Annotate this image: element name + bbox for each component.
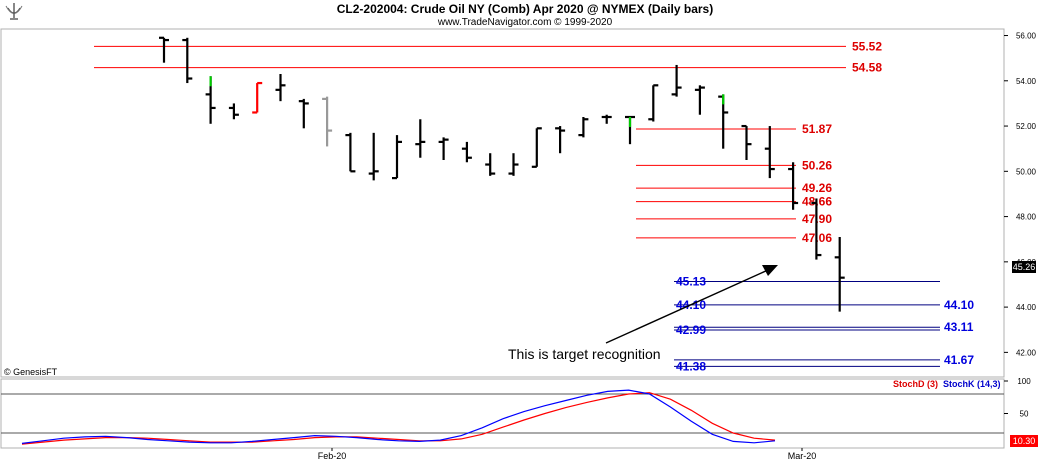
ohlc-bar — [718, 94, 729, 149]
time-tick-label: Feb-20 — [318, 451, 347, 461]
ohlc-bar — [345, 132, 356, 173]
ohlc-bar — [182, 37, 193, 84]
price-tick-label: 48.00 — [1016, 213, 1037, 222]
price-tick-label: 44.00 — [1016, 303, 1037, 312]
resistance-label: 51.87 — [802, 122, 832, 136]
price-panel-frame — [0, 28, 1005, 378]
ohlc-bar — [694, 85, 705, 115]
stochk-series-line — [21, 389, 776, 444]
ohlc-bar — [392, 135, 402, 180]
ohlc-bar — [764, 126, 775, 179]
target-levels: 55.5254.5851.8750.2649.2648.6647.9047.06… — [94, 39, 974, 373]
ohlc-bar — [578, 117, 589, 138]
time-axis: Feb-20 Mar-20 — [318, 451, 817, 461]
ohlc-bar — [275, 74, 286, 102]
ohlc-bar — [485, 153, 496, 176]
resistance-label: 50.26 — [802, 158, 832, 172]
price-bars — [159, 36, 845, 312]
oscillator-value-label: 10.30 — [1013, 436, 1036, 446]
support-label-right: 41.67 — [944, 353, 974, 367]
ohlc-bar — [648, 84, 659, 122]
support-label: 45.13 — [676, 275, 706, 289]
price-tick-label: 56.00 — [1016, 32, 1037, 41]
ohlc-bar — [508, 153, 519, 176]
price-tick-label: 54.00 — [1016, 77, 1037, 86]
ohlc-bar — [811, 198, 822, 260]
current-price-label: 45.26 — [1013, 262, 1036, 272]
annotation-text: This is target recognition — [508, 346, 661, 362]
price-tick-label: 50.00 — [1016, 167, 1037, 176]
support-label-right: 43.11 — [944, 320, 974, 334]
ohlc-bar — [671, 64, 682, 97]
ohlc-bar — [625, 115, 635, 145]
ohlc-bar — [741, 124, 752, 160]
ohlc-bar — [322, 96, 333, 147]
support-label-right: 44.10 — [944, 298, 974, 312]
candelabra-icon — [5, 3, 23, 20]
oscillator-tick-label: 100 — [1017, 377, 1031, 386]
ohlc-bar — [788, 162, 799, 210]
oscillator-panel-frame — [0, 378, 1005, 449]
ohlc-bar — [834, 236, 845, 312]
chart-subtitle: www.TradeNavigator.com © 1999-2020 — [437, 17, 613, 28]
stochd-legend: StochD (3) — [893, 379, 938, 389]
annotation: This is target recognition — [508, 265, 778, 362]
ohlc-bar — [555, 126, 566, 154]
price-tick-label: 52.00 — [1016, 122, 1037, 131]
ohlc-bar — [368, 132, 379, 181]
chart-title: CL2-202004: Crude Oil NY (Comb) Apr 2020… — [337, 2, 713, 16]
annotation-arrow-head — [762, 265, 778, 276]
ohlc-bar — [228, 103, 239, 120]
ohlc-bar — [298, 98, 309, 129]
resistance-label: 49.26 — [802, 181, 832, 195]
ohlc-bar — [159, 36, 169, 63]
current-price-tag: 45.26 — [1012, 261, 1036, 273]
oscillator-tick-label: 50 — [1020, 410, 1029, 419]
resistance-label: 54.58 — [852, 61, 882, 75]
ohlc-bar — [415, 119, 426, 158]
price-tick-label: 42.00 — [1016, 348, 1037, 357]
resistance-label: 55.52 — [852, 39, 882, 53]
ohlc-bar — [531, 127, 542, 168]
time-tick-label: Mar-20 — [788, 451, 817, 461]
support-label: 41.38 — [676, 359, 706, 373]
time-axis-ticks — [331, 448, 803, 451]
logo — [5, 3, 23, 20]
ohlc-bar — [461, 141, 472, 163]
watermark: © GenesisFT — [4, 367, 58, 377]
ohlc-bar — [601, 114, 612, 124]
ohlc-bar — [205, 76, 216, 124]
oscillator-value-tag: 10.30 — [1010, 435, 1038, 447]
stochd-series-line — [21, 392, 776, 445]
ohlc-bar — [252, 81, 263, 114]
ohlc-bar — [438, 137, 449, 160]
oscillator-axis: 100 50 — [1, 377, 1031, 434]
annotation-arrow-line — [605, 269, 769, 344]
stochk-legend: StochK (14,3) — [943, 379, 1001, 389]
support-label: 42.99 — [676, 323, 706, 337]
